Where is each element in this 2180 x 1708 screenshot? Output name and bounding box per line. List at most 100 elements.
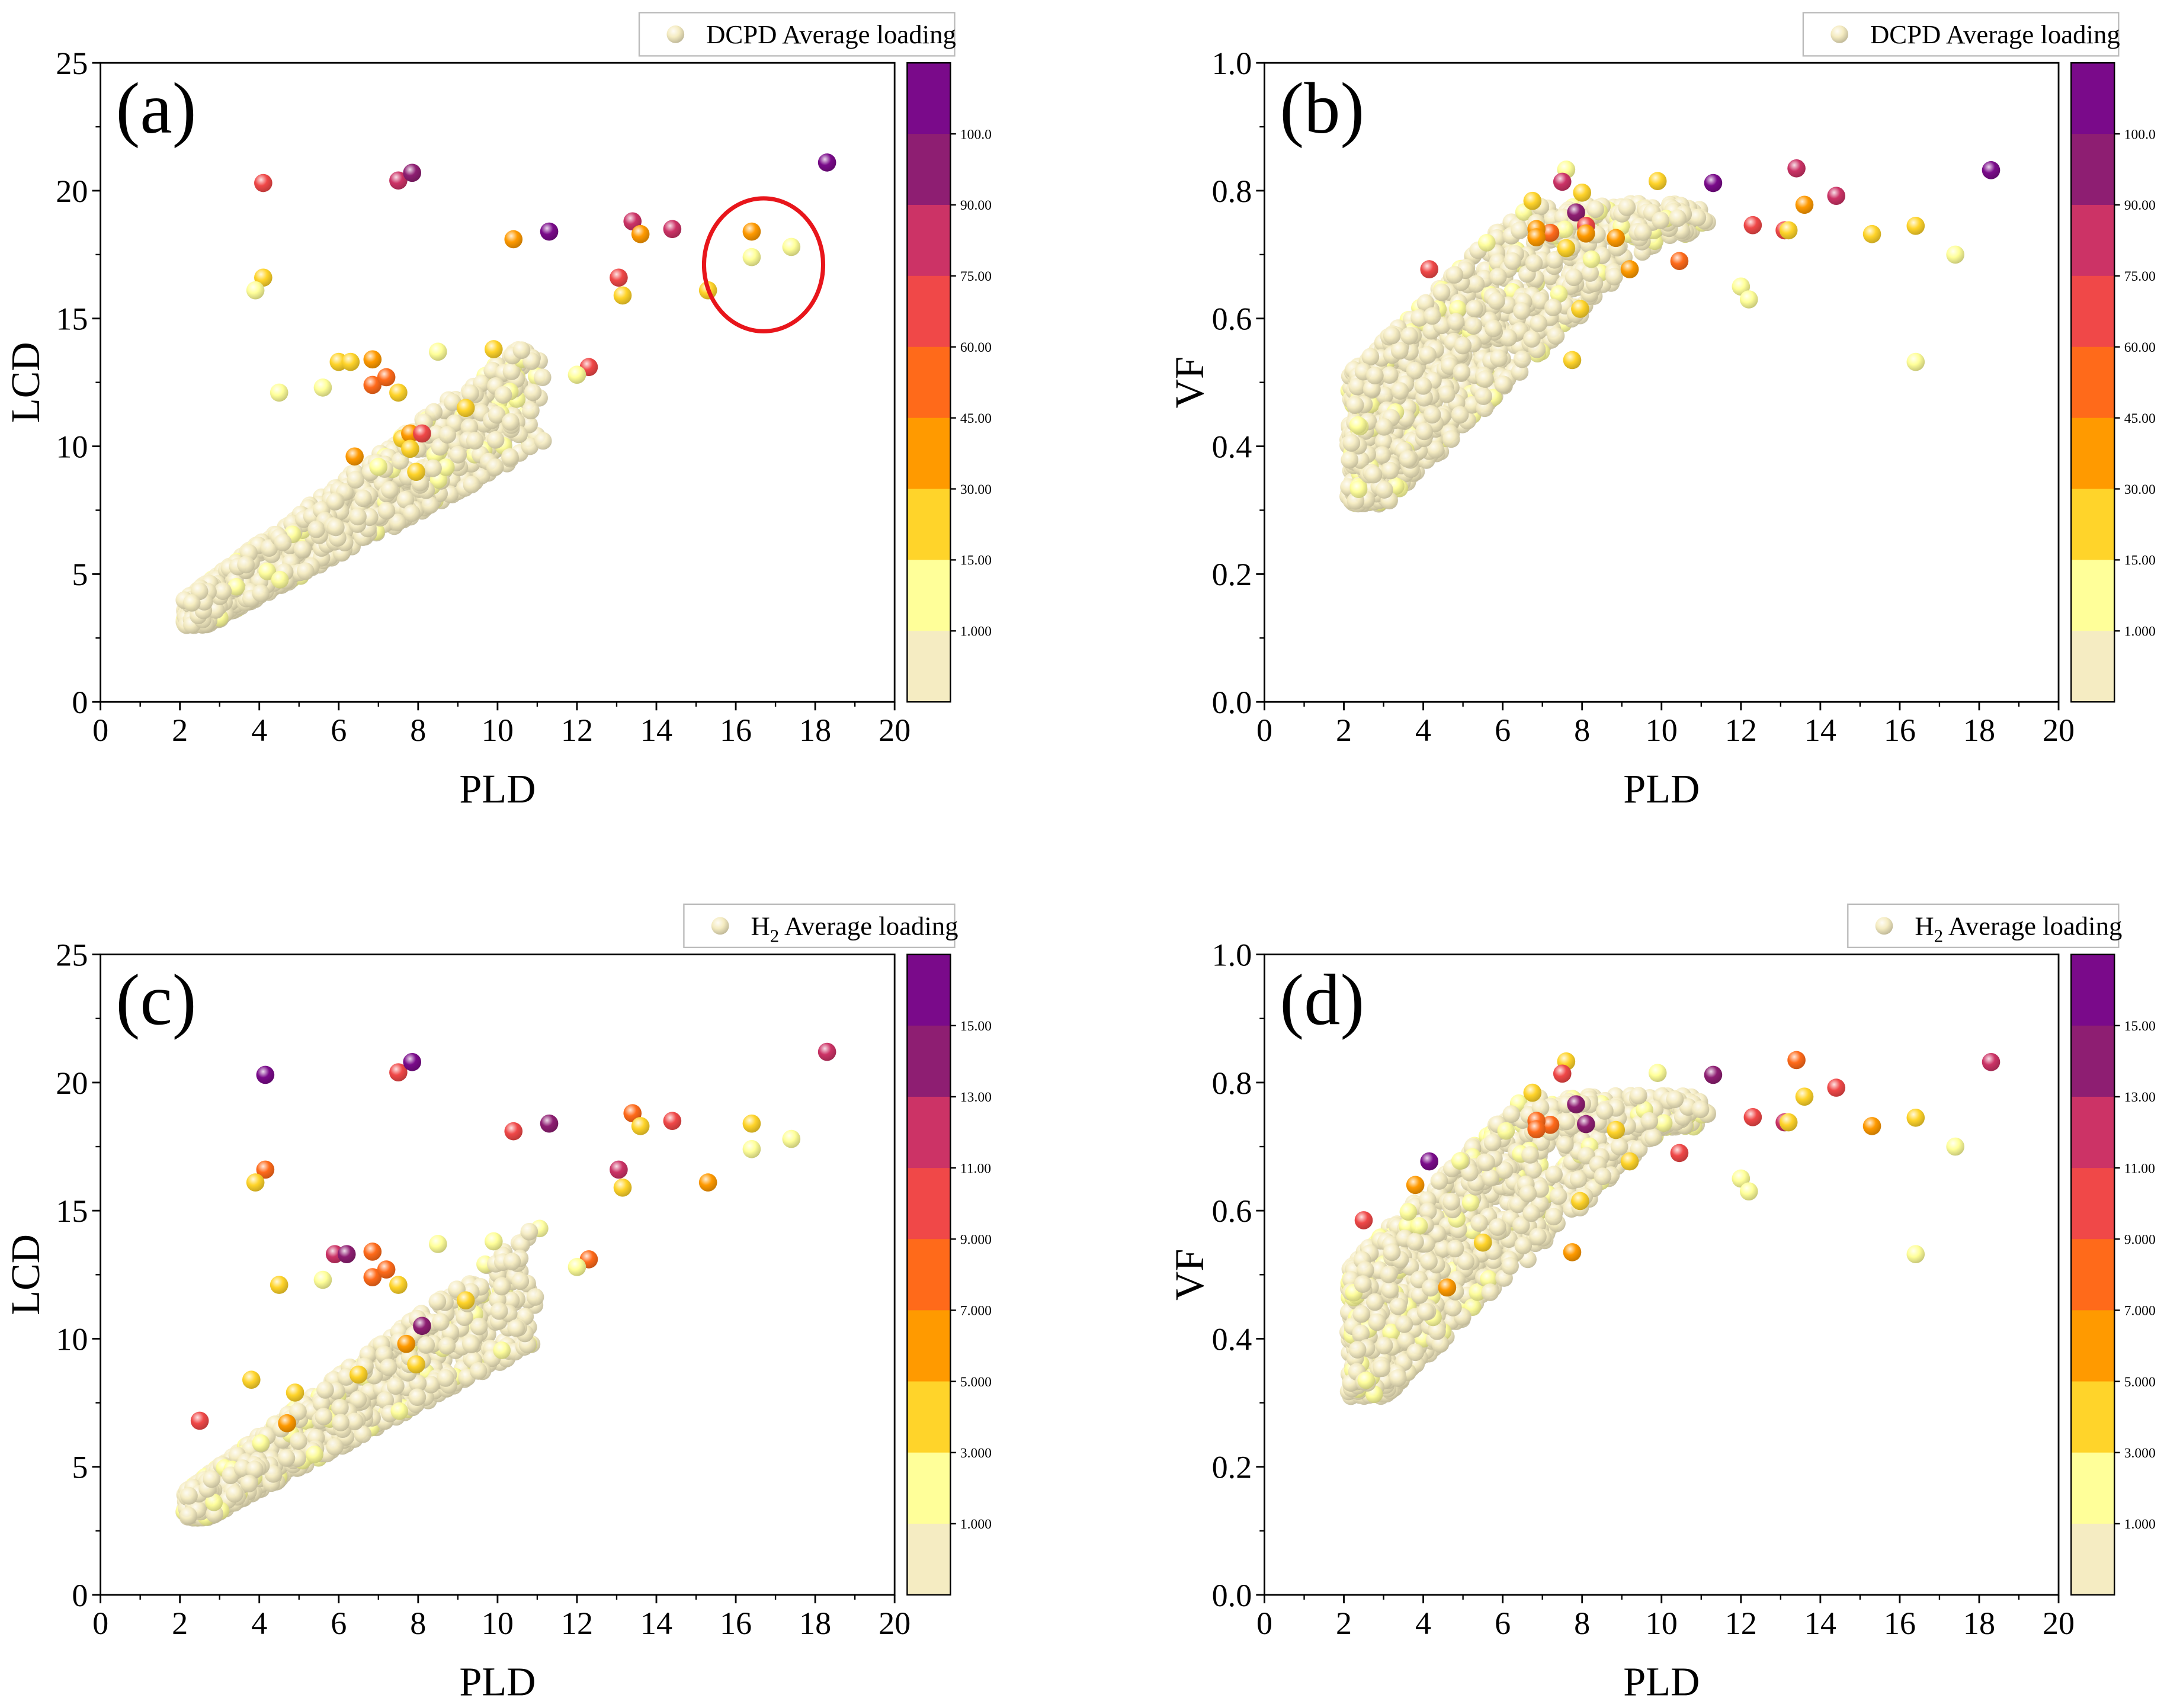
data-point-15: [1906, 352, 1925, 371]
cloud-point: [1544, 298, 1562, 317]
data-point-18: [1576, 224, 1595, 243]
x-tick-label: 20: [879, 1606, 911, 1641]
panel-label: (c): [116, 960, 197, 1040]
data-point-36: [369, 457, 388, 476]
cloud-point: [501, 413, 520, 431]
data-point-9: [742, 1114, 761, 1133]
colorbar-segment: [907, 1310, 951, 1382]
y-tick-label: 0: [72, 1578, 88, 1613]
cloud-point: [1669, 209, 1687, 227]
data-point-35: [407, 463, 425, 481]
cloud-point: [469, 1362, 488, 1380]
cloud-point: [490, 1302, 508, 1320]
y-tick-label: 0.6: [1212, 301, 1252, 337]
data-point-29: [1571, 300, 1589, 318]
cloud-point: [526, 1288, 544, 1306]
data-point-9: [1743, 216, 1762, 235]
data-point-28: [1563, 351, 1582, 370]
cloud-point: [502, 362, 521, 380]
cloud-point: [520, 1222, 538, 1241]
data-point-0: [254, 174, 272, 192]
cloud-point: [438, 426, 457, 444]
cloud-point: [1361, 348, 1380, 366]
cloud-point: [332, 1414, 350, 1431]
y-tick-label: 20: [56, 174, 88, 209]
cloud-point: [347, 471, 365, 489]
y-tick-label: 25: [56, 46, 88, 81]
data-point-31: [1739, 290, 1758, 309]
colorbar-segment: [2071, 134, 2115, 206]
cloud-point: [1419, 346, 1437, 364]
cloud-point: [1490, 349, 1508, 367]
colorbar-frame: [906, 62, 951, 703]
x-tick-label: 12: [561, 712, 593, 748]
data-point-23: [1557, 239, 1576, 258]
legend-box: [638, 12, 956, 57]
colorbar-tick-label: 1.000: [960, 624, 992, 640]
cloud-point: [1465, 300, 1483, 317]
colorbar-segment: [907, 63, 951, 134]
cloud-point: [408, 1388, 427, 1407]
data-point-21: [341, 352, 360, 371]
x-tick-label: 0: [92, 712, 108, 748]
x-tick-label: 8: [410, 1606, 426, 1641]
y-tick-label: 1.0: [1212, 46, 1252, 81]
cloud-point: [1438, 385, 1456, 403]
cloud-point: [180, 1487, 198, 1505]
cloud-point: [1400, 327, 1418, 345]
cloud-point: [1342, 434, 1361, 452]
data-point-35: [286, 1383, 304, 1402]
data-point-8: [631, 1117, 650, 1135]
data-point-34: [242, 1370, 261, 1389]
cloud-point: [1391, 382, 1409, 400]
data-point-4: [1704, 174, 1723, 192]
cloud-point: [277, 1449, 296, 1467]
cloud-point: [214, 582, 232, 600]
cloud-point: [349, 508, 367, 526]
colorbar-segment: [907, 1523, 951, 1595]
cloud-point: [428, 1292, 447, 1311]
data-point-2: [403, 163, 422, 182]
colorbar-segment: [907, 954, 951, 1026]
colorbar-segment: [907, 1168, 951, 1240]
data-point-18: [568, 1258, 586, 1276]
data-point-22: [363, 350, 382, 369]
cloud-point: [379, 1358, 397, 1376]
cloud-point: [227, 577, 245, 596]
cloud-point: [1494, 375, 1512, 393]
x-tick-label: 10: [482, 1606, 514, 1641]
x-tick-label: 8: [410, 712, 426, 748]
colorbar-segment: [907, 134, 951, 206]
colorbar-segment: [907, 1381, 951, 1453]
colorbar-tick-label: 3.000: [960, 1446, 992, 1461]
cloud-point: [424, 459, 442, 477]
data-point-31: [413, 1317, 431, 1335]
data-point-28: [313, 1270, 332, 1289]
cloud-point: [240, 1475, 258, 1492]
cloud-point: [503, 1253, 521, 1271]
cloud-point: [258, 563, 277, 580]
cloud-point: [1652, 211, 1669, 230]
cloud-point: [182, 594, 201, 612]
x-tick-label: 14: [1804, 712, 1836, 748]
colorbar-tick-label: 5.000: [960, 1375, 992, 1390]
y-tick-label: 0: [72, 685, 88, 720]
cloud-point: [533, 368, 552, 387]
cloud-point: [461, 384, 479, 402]
data-point-29: [456, 399, 475, 418]
colorbar-segment: [907, 1025, 951, 1097]
data-point-11: [782, 1129, 801, 1148]
x-tick-label: 6: [331, 712, 347, 748]
data-point-14: [698, 1173, 717, 1192]
cloud-point: [293, 540, 312, 558]
data-point-33: [407, 1355, 425, 1374]
data-point-32: [397, 1334, 416, 1353]
cloud-point: [507, 1319, 525, 1337]
legend-marker: [1830, 25, 1848, 43]
panel-label: (a): [116, 69, 197, 149]
cloud-point: [1582, 250, 1601, 268]
data-point-28: [313, 378, 332, 397]
